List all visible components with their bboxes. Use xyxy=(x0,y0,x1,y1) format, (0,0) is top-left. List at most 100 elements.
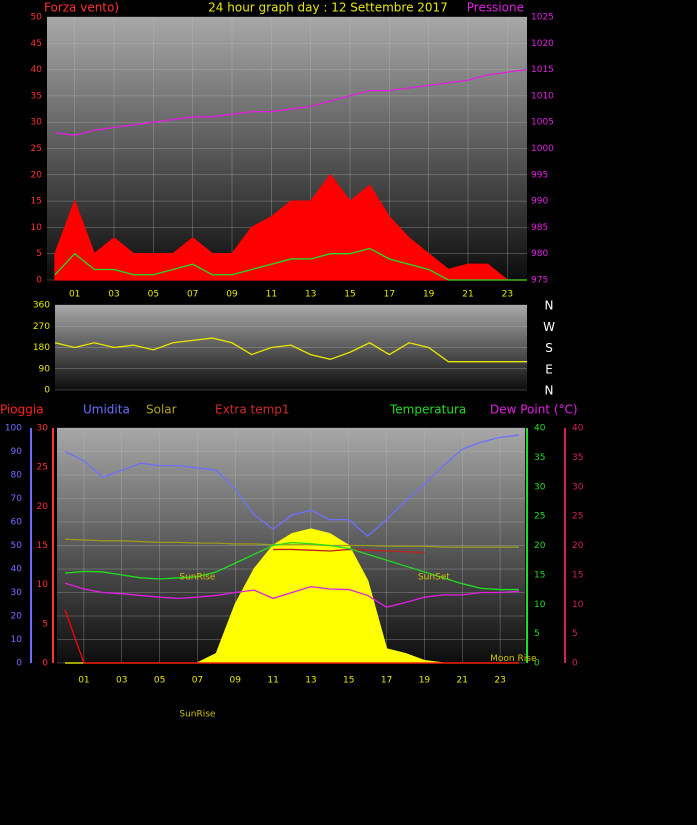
y-tick-label: 35 xyxy=(31,91,42,101)
annotation: Moon Rise xyxy=(490,654,537,664)
x-tick-label: 19 xyxy=(423,290,435,300)
y-tick-label: 10 xyxy=(11,635,23,645)
y-tick-label: 180 xyxy=(33,343,50,353)
x-tick-label: 09 xyxy=(230,676,242,686)
y-tick-label: 0 xyxy=(36,276,42,286)
x-tick-label: 01 xyxy=(78,676,89,686)
y-tick-label: 270 xyxy=(33,322,50,332)
y-tick-label: 10 xyxy=(534,600,546,610)
y-tick-label: 975 xyxy=(531,276,548,286)
x-tick-label: 15 xyxy=(344,290,355,300)
y-tick-label: 45 xyxy=(31,39,42,49)
y-tick-label: 20 xyxy=(572,541,584,551)
y-tick-label: 35 xyxy=(572,453,583,463)
x-tick-label: 11 xyxy=(266,290,277,300)
y-tick-label: 20 xyxy=(11,612,23,622)
y-tick-label: 100 xyxy=(5,424,22,434)
line xyxy=(54,68,528,137)
y-tick-label: 20 xyxy=(534,541,546,551)
pressure-axis-title: Pressione xyxy=(467,1,524,15)
x-tick-label: 23 xyxy=(502,290,513,300)
compass-label: W xyxy=(543,320,555,334)
y-tick-label: 40 xyxy=(11,565,23,575)
y-tick-label: 20 xyxy=(37,502,49,512)
x-tick-label: 05 xyxy=(148,290,159,300)
legend-label: Dew Point (°C) xyxy=(490,403,578,417)
line xyxy=(64,541,519,591)
y-tick-label: 5 xyxy=(42,619,48,629)
area xyxy=(54,173,527,281)
x-tick-label: 03 xyxy=(108,290,119,300)
y-tick-label: 40 xyxy=(572,424,584,434)
y-tick-label: 30 xyxy=(11,588,23,598)
x-tick-label: 17 xyxy=(384,290,395,300)
y-tick-label: 60 xyxy=(11,518,23,528)
y-tick-label: 40 xyxy=(534,424,546,434)
x-tick-label: 21 xyxy=(462,290,473,300)
y-tick-label: 15 xyxy=(31,197,42,207)
y-tick-label: 30 xyxy=(37,424,49,434)
y-tick-label: 10 xyxy=(31,223,43,233)
compass-label: S xyxy=(545,341,553,355)
legend-label: Pioggia xyxy=(0,403,44,417)
y-tick-label: 0 xyxy=(42,659,48,669)
annotation: SunRise xyxy=(179,572,216,582)
line xyxy=(64,609,519,664)
y-tick-label: 30 xyxy=(534,482,546,492)
x-tick-label: 11 xyxy=(267,676,278,686)
x-tick-label: 21 xyxy=(457,676,468,686)
x-tick-label: 17 xyxy=(381,676,392,686)
x-tick-label: 05 xyxy=(154,676,165,686)
line xyxy=(64,434,520,537)
y-tick-label: 30 xyxy=(572,482,584,492)
x-tick-label: 13 xyxy=(305,676,316,686)
annotation: SunSet xyxy=(418,572,450,582)
legend-label: Umidita xyxy=(83,403,130,417)
y-tick-label: 90 xyxy=(11,447,23,457)
chart-title: 24 hour graph day : 12 Settembre 2017 xyxy=(208,1,448,15)
y-tick-label: 15 xyxy=(534,570,545,580)
line xyxy=(64,582,520,608)
line xyxy=(54,337,527,363)
y-tick-label: 25 xyxy=(534,512,545,522)
y-tick-label: 30 xyxy=(31,118,43,128)
y-tick-label: 0 xyxy=(572,659,578,669)
y-tick-label: 20 xyxy=(31,170,43,180)
y-tick-label: 1010 xyxy=(531,91,554,101)
x-tick-label: 01 xyxy=(69,290,80,300)
wind-axis-title: Forza vento) xyxy=(44,1,119,15)
y-tick-label: 5 xyxy=(572,629,578,639)
y-tick-label: 10 xyxy=(572,600,584,610)
y-tick-label: 1005 xyxy=(531,118,554,128)
y-tick-label: 15 xyxy=(37,541,48,551)
y-tick-label: 5 xyxy=(534,629,540,639)
x-tick-label: 19 xyxy=(419,676,431,686)
legend-label: Temperatura xyxy=(389,403,466,417)
x-tick-label: 03 xyxy=(116,676,127,686)
y-tick-label: 0 xyxy=(534,659,540,669)
x-tick-label: 09 xyxy=(226,290,238,300)
y-tick-label: 50 xyxy=(11,541,23,551)
y-tick-label: 15 xyxy=(572,570,583,580)
line xyxy=(64,538,519,548)
y-tick-label: 5 xyxy=(36,249,42,259)
legend-label: Solar xyxy=(146,403,177,417)
y-tick-label: 990 xyxy=(531,197,548,207)
y-tick-label: 980 xyxy=(531,249,548,259)
y-tick-label: 70 xyxy=(11,494,23,504)
y-tick-label: 90 xyxy=(39,364,51,374)
y-tick-label: 995 xyxy=(531,170,548,180)
x-tick-label: 07 xyxy=(187,290,198,300)
y-tick-label: 10 xyxy=(37,580,49,590)
y-tick-label: 360 xyxy=(33,301,50,311)
y-tick-label: 0 xyxy=(16,659,22,669)
y-tick-label: 985 xyxy=(531,223,548,233)
y-tick-label: 1020 xyxy=(531,39,554,49)
x-tick-label: 13 xyxy=(305,290,316,300)
y-tick-label: 1015 xyxy=(531,65,554,75)
compass-label: E xyxy=(545,362,553,376)
y-tick-label: 40 xyxy=(31,65,43,75)
y-tick-label: 25 xyxy=(572,512,583,522)
y-tick-label: 0 xyxy=(44,386,50,396)
